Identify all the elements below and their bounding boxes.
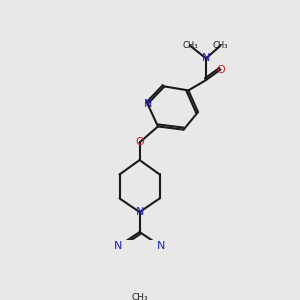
Text: N: N — [202, 53, 210, 63]
Text: O: O — [216, 64, 225, 75]
Text: N: N — [157, 242, 165, 251]
Text: N: N — [114, 242, 122, 251]
Text: N: N — [135, 207, 144, 217]
Text: CH₃: CH₃ — [131, 293, 148, 300]
Text: N: N — [143, 99, 152, 109]
Text: CH₃: CH₃ — [213, 41, 228, 50]
Text: CH₃: CH₃ — [182, 41, 198, 50]
Text: O: O — [135, 137, 144, 147]
